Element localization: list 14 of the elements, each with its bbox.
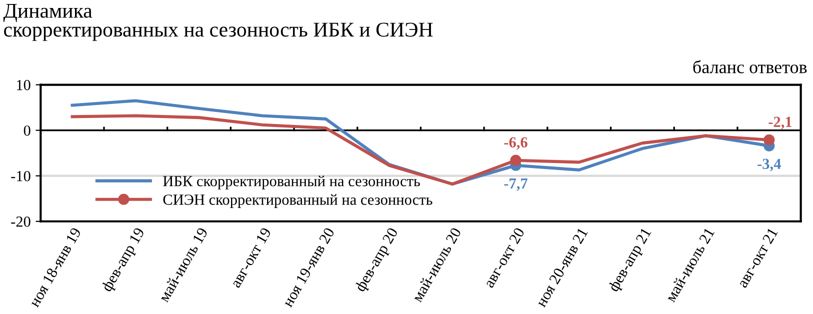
data-label: -7,7 [504, 178, 528, 191]
y-axis-title: баланс ответов [693, 60, 807, 74]
y-tick-label: 0 [24, 125, 30, 136]
data-label: -2,1 [768, 116, 792, 130]
data-label: -6,6 [504, 137, 528, 150]
chart-title: Динамика скорректированных на сезонность ИБК и СИЭН [3, 4, 433, 41]
point [510, 154, 522, 166]
y-tick-label: -10 [11, 170, 30, 182]
point [764, 134, 775, 146]
data-label: -3,4 [758, 158, 781, 172]
legend-label: СИЭН скорректированный на сезонность [163, 194, 432, 208]
y-tick-label: -20 [11, 216, 30, 227]
y-tick-label: 10 [16, 80, 30, 90]
legend-label: ИБК скорректированный на сезонность [163, 176, 420, 190]
